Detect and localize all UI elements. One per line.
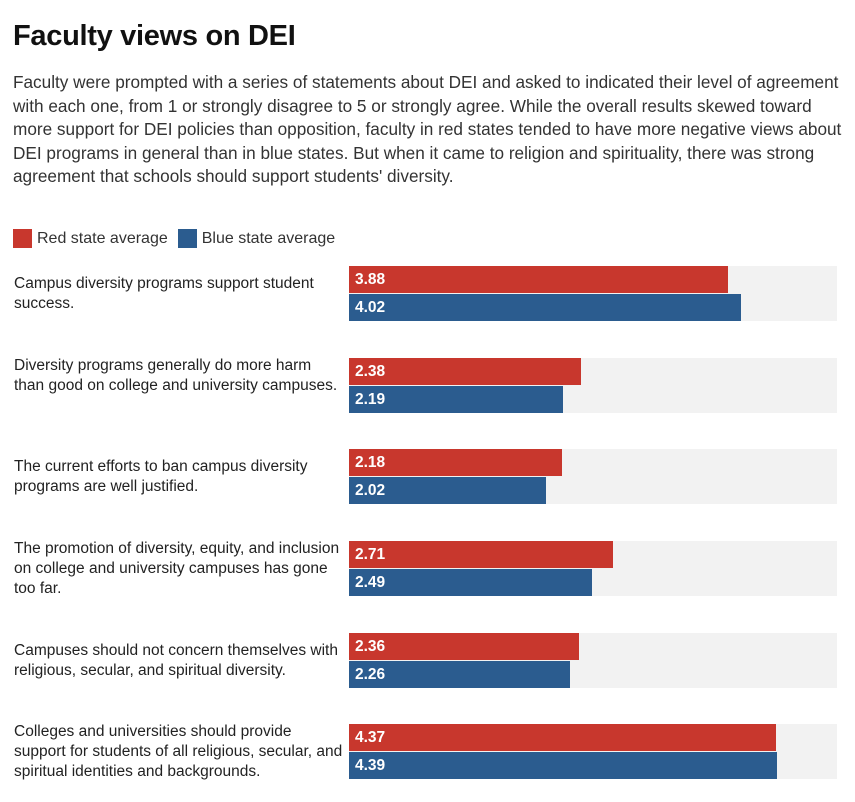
category-label: Colleges and universities should provide… — [14, 723, 343, 780]
legend-label-red: Red state average — [37, 229, 168, 247]
bar-blue: 4.39 — [349, 752, 778, 779]
bar-red: 3.88 — [349, 266, 728, 293]
bar-blue: 2.19 — [349, 386, 563, 413]
legend-item-blue: Blue state average — [177, 229, 336, 248]
bar-track: 2.18 2.02 — [349, 449, 837, 504]
category-label: The current efforts to ban campus divers… — [14, 458, 308, 495]
bar-track: 4.37 4.39 — [349, 724, 837, 779]
chart-subtitle: Faculty were prompted with a series of s… — [13, 72, 842, 186]
legend-label-blue: Blue state average — [201, 229, 336, 247]
legend-item-red: Red state average — [13, 229, 168, 248]
bar-track: 2.36 2.26 — [349, 633, 837, 688]
category-label: Campus diversity programs support studen… — [14, 275, 314, 312]
bar-track: 2.71 2.49 — [349, 541, 837, 596]
bar-red: 2.36 — [349, 633, 580, 660]
bar-blue: 2.49 — [349, 569, 593, 596]
bar-track: 2.38 2.19 — [349, 358, 837, 413]
bar-blue: 4.02 — [349, 294, 742, 321]
legend-swatch-blue — [177, 229, 197, 248]
bar-blue: 2.26 — [349, 661, 570, 688]
bar-red: 2.38 — [349, 358, 582, 385]
category-label: Diversity programs generally do more har… — [14, 357, 338, 394]
bar-red: 2.18 — [349, 449, 562, 476]
category-label: The promotion of diversity, equity, and … — [14, 540, 340, 597]
bar-red: 4.37 — [349, 724, 776, 751]
bar-red: 2.71 — [349, 541, 614, 568]
category-label: Campuses should not concern themselves w… — [14, 642, 338, 679]
chart-title: Faculty views on DEI — [13, 20, 296, 52]
bar-track: 3.88 4.02 — [349, 266, 837, 321]
legend: Red state average Blue state average — [13, 229, 345, 248]
legend-swatch-red — [13, 229, 32, 248]
bar-blue: 2.02 — [349, 477, 547, 504]
